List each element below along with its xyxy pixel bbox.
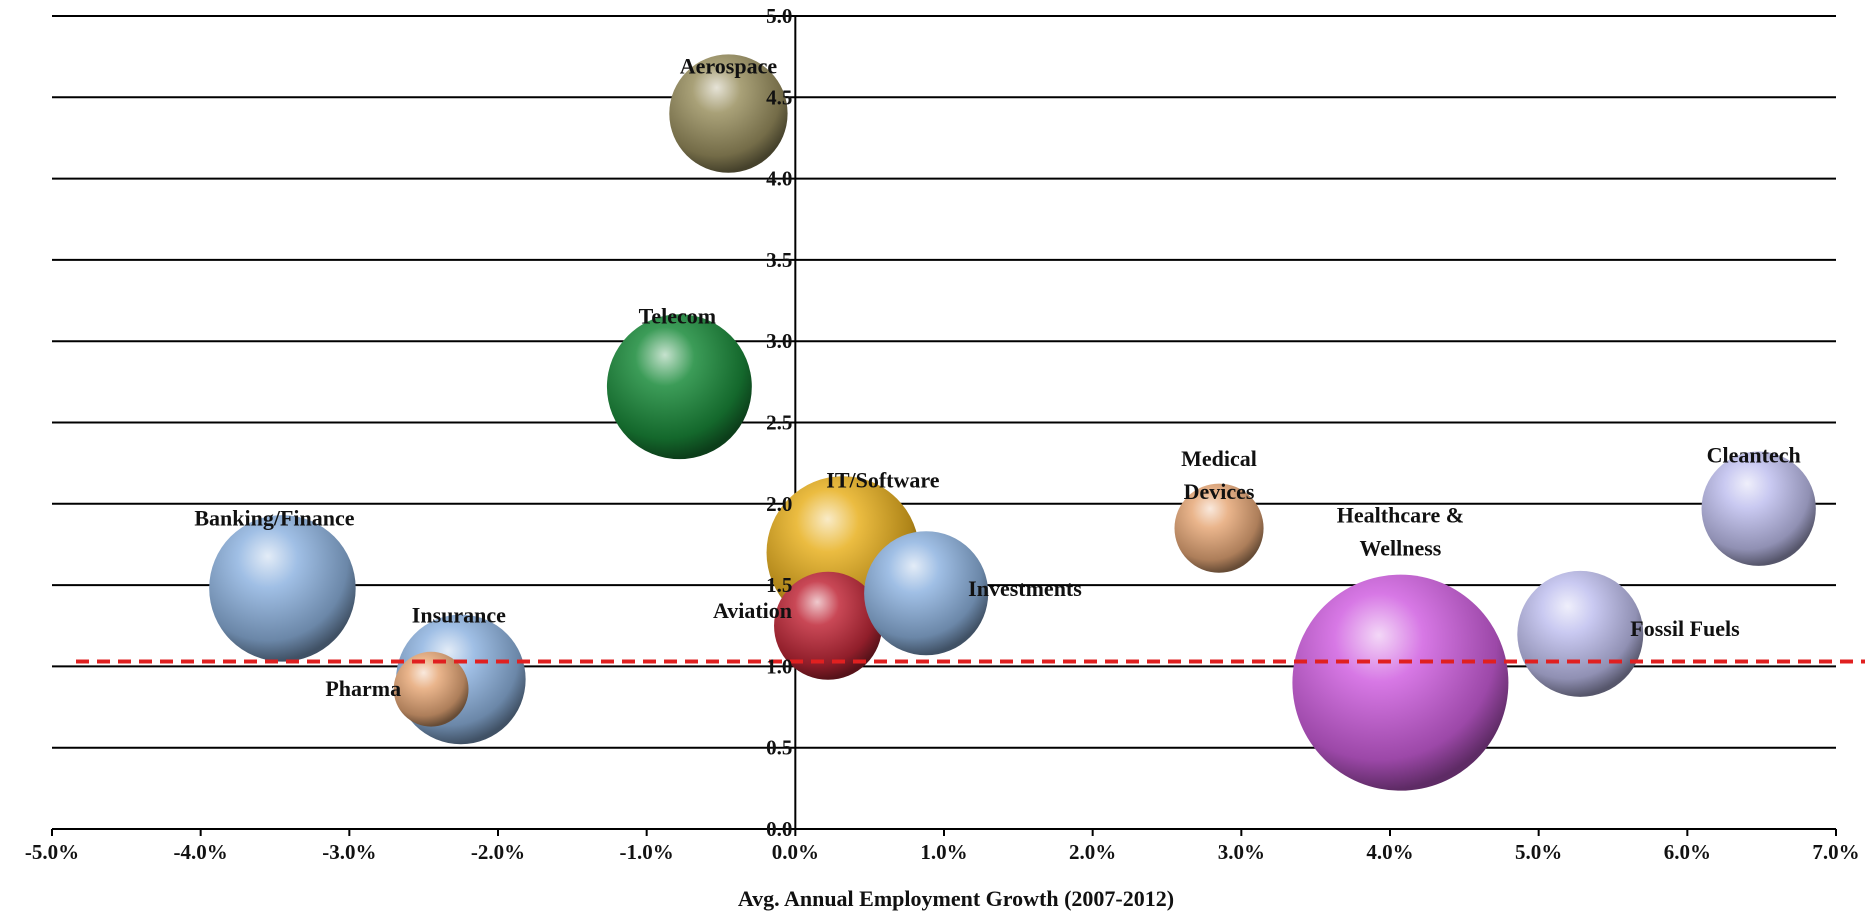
y-tick-label: 0.0 bbox=[766, 817, 792, 841]
y-tick-label: 2.5 bbox=[766, 411, 792, 435]
bubble-labels: Aerospace Telecom Banking/Finance Insurance… bbox=[194, 54, 1800, 702]
y-tick-label: 1.5 bbox=[766, 573, 792, 597]
x-axis-title: Avg. Annual Employment Growth (2007-2012… bbox=[738, 886, 1174, 911]
bubble-label-investments: Investments bbox=[968, 576, 1082, 601]
bubble-fossil-fuels bbox=[1517, 570, 1644, 697]
bubble-label-cleantech: Cleantech bbox=[1707, 443, 1801, 468]
bubble-label-insurance: Insurance bbox=[412, 602, 506, 627]
y-tick-label: 1.0 bbox=[766, 654, 792, 678]
bubble-aerospace bbox=[669, 54, 788, 173]
x-tick-label: -3.0% bbox=[322, 840, 376, 864]
gridlines bbox=[52, 15, 1836, 830]
x-tick-label: 3.0% bbox=[1218, 840, 1265, 864]
bubble-label-healthcare-wellness: Healthcare & Wellness bbox=[1337, 503, 1464, 561]
bubble-label-aviation: Aviation bbox=[713, 598, 792, 623]
bubble-investments bbox=[864, 531, 989, 656]
x-tick-label: -2.0% bbox=[471, 840, 525, 864]
bubble-pharma bbox=[393, 651, 469, 727]
bubble-label-pharma: Pharma bbox=[325, 676, 401, 701]
x-tick-label: 2.0% bbox=[1069, 840, 1116, 864]
y-tick-label: 3.0 bbox=[766, 329, 792, 353]
bubble-label-aerospace: Aerospace bbox=[680, 54, 778, 79]
bubbles bbox=[209, 54, 1816, 791]
bubble-label-it-software: IT/Software bbox=[826, 468, 939, 493]
bubble-cleantech bbox=[1701, 451, 1816, 566]
x-tick-label: 6.0% bbox=[1664, 840, 1711, 864]
bubble-label-fossil-fuels: Fossil Fuels bbox=[1630, 616, 1740, 641]
x-tick-label: -1.0% bbox=[620, 840, 674, 864]
y-tick-label: 2.0 bbox=[766, 492, 792, 516]
y-tick-label: 5.0 bbox=[766, 4, 792, 28]
bubble-aviation bbox=[774, 571, 883, 680]
y-tick-label: 0.5 bbox=[766, 736, 792, 760]
y-tick-label: 4.0 bbox=[766, 167, 792, 191]
bubble-telecom bbox=[606, 314, 752, 460]
bubble-label-banking-finance: Banking/Finance bbox=[194, 505, 354, 530]
x-tick-label: -4.0% bbox=[174, 840, 228, 864]
tick-labels: -5.0% -4.0% -3.0% -2.0% -1.0% 0.0% 1.0% 2.0% 3.0… bbox=[25, 4, 1860, 864]
bubble-label-medical-devices: Medical Devices bbox=[1181, 446, 1257, 504]
x-tick-label: 5.0% bbox=[1515, 840, 1562, 864]
x-tick-label: 1.0% bbox=[920, 840, 967, 864]
y-tick-label: 3.5 bbox=[766, 248, 792, 272]
x-tick-label: 7.0% bbox=[1812, 840, 1859, 864]
bubble-banking-finance bbox=[209, 515, 356, 662]
y-tick-label: 4.5 bbox=[766, 85, 792, 109]
x-tick-label: -5.0% bbox=[25, 840, 79, 864]
bubble-medical-devices bbox=[1174, 483, 1264, 573]
bubble-label-telecom: Telecom bbox=[639, 304, 716, 329]
x-tick-label: 0.0% bbox=[772, 840, 819, 864]
x-tick-label: 4.0% bbox=[1366, 840, 1413, 864]
bubble-healthcare-wellness bbox=[1292, 574, 1509, 791]
